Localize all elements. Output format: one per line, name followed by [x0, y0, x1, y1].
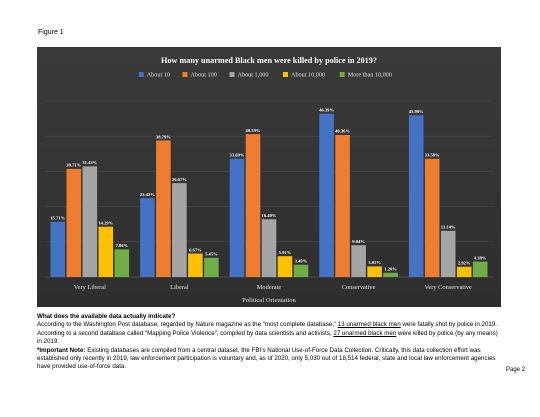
chart-category-labels: Very Liberal Liberal Moderate Conservative V… — [74, 284, 472, 291]
bar-data-label: 4.38% — [474, 255, 487, 260]
bar — [156, 140, 171, 277]
legend-swatch — [138, 72, 144, 77]
bar-data-label: 30.71% — [66, 163, 81, 168]
category-label: Conservative — [342, 284, 376, 291]
bar-data-label: 9.04% — [352, 239, 365, 244]
bar-data-label: 13.14% — [441, 225, 456, 230]
bar — [172, 183, 187, 277]
bar-data-label: 40.59% — [246, 128, 261, 133]
legend-label: About 10 — [147, 72, 170, 79]
bar-data-label: 15.71% — [50, 216, 65, 221]
bar — [408, 115, 424, 277]
paragraph-part: According to the Washington Post databas… — [37, 321, 338, 329]
chart-svg: How many unarmed Black men were killed b… — [45, 56, 493, 304]
underlined-count-wapo: 13 unarmed black men — [337, 321, 401, 329]
legend-swatch — [283, 72, 288, 77]
paragraph-part: were killed by police (by any means) in … — [37, 329, 498, 346]
bar-data-label: 3.01% — [368, 260, 381, 265]
analysis-text: What does the available data actually in… — [37, 313, 503, 372]
bar — [424, 158, 440, 277]
legend-label: About 10,000 — [291, 72, 325, 79]
bar-data-label: 5.91% — [279, 250, 292, 255]
bar — [204, 257, 219, 277]
bar — [188, 253, 203, 277]
bar — [319, 113, 334, 277]
bar-data-label: 31.43% — [82, 160, 97, 165]
bar — [114, 249, 130, 277]
chart-bars — [50, 113, 488, 277]
bar-data-label: 45.99% — [409, 109, 424, 114]
category-label: Very Conservative — [425, 284, 473, 291]
legend-label: More than 10,000 — [348, 72, 392, 79]
legend-swatch — [229, 72, 235, 77]
bar — [82, 166, 98, 277]
legend-swatch — [182, 72, 188, 77]
bar-data-label: 5.45% — [205, 252, 218, 257]
paragraph-note: *Important Note: Existing databases are … — [37, 347, 503, 372]
bar — [229, 158, 245, 277]
category-label: Very Liberal — [74, 284, 106, 291]
note-body: Existing databases are compiled from a c… — [37, 346, 496, 371]
bar-data-label: 26.67% — [172, 177, 187, 182]
bar — [245, 134, 261, 277]
bar-data-label: 38.79% — [156, 134, 171, 139]
bar-data-label: 2.92% — [458, 261, 471, 266]
bar — [351, 245, 366, 277]
legend-label: About 100 — [191, 72, 217, 79]
category-label: Moderate — [257, 284, 282, 291]
bar-data-label: 22.42% — [140, 192, 155, 197]
bar — [277, 256, 293, 277]
bar — [140, 198, 155, 277]
chart-legend: About 10 About 100 About 1,000 About 10,000… — [138, 72, 392, 79]
bar — [50, 221, 66, 277]
category-label: Liberal — [170, 284, 189, 291]
bar-chart: How many unarmed Black men were killed b… — [37, 47, 501, 307]
bar-data-label: 1.20% — [384, 267, 397, 272]
bar — [335, 134, 350, 277]
legend-label: About 1,000 — [238, 72, 269, 79]
x-axis-label: Political Orientation — [242, 297, 296, 304]
bar — [367, 266, 382, 277]
bar-data-label: 6.67% — [189, 247, 202, 252]
bar — [472, 261, 488, 277]
note-label: *Important Note: — [37, 346, 86, 354]
paragraph-databases: According to the Washington Post databas… — [37, 321, 503, 346]
bar — [456, 266, 472, 277]
bar — [98, 226, 114, 277]
bar — [440, 230, 456, 277]
bar-data-label: 3.49% — [295, 259, 308, 264]
figure-label: Figure 1 — [38, 29, 64, 36]
bar-data-label: 14.29% — [98, 220, 113, 225]
bar-data-label: 7.86% — [115, 243, 128, 248]
bar — [261, 219, 277, 277]
bar — [293, 264, 309, 277]
bar-data-label: 33.60% — [230, 153, 245, 158]
bar — [383, 272, 398, 277]
bar-data-label: 40.36% — [335, 129, 350, 134]
chart-data-labels: 15.71% 30.71%31.43% 14.29% 7.86% 22.42% 38.79… — [50, 108, 487, 272]
section-heading: What does the available data actually in… — [37, 313, 176, 320]
page-number: Page 2 — [506, 367, 526, 373]
bar-data-label: 16.40% — [262, 213, 277, 218]
paragraph-part: were fatally shot by police in 2019. Acc… — [37, 321, 497, 337]
bar — [66, 168, 82, 277]
bar-data-label: 46.39% — [319, 108, 334, 113]
underlined-count-mpv: 27 unarmed black men — [333, 329, 397, 337]
bar-data-label: 33.58% — [425, 153, 440, 158]
chart-title: How many unarmed Black men were killed b… — [161, 56, 377, 65]
legend-swatch — [339, 72, 345, 77]
